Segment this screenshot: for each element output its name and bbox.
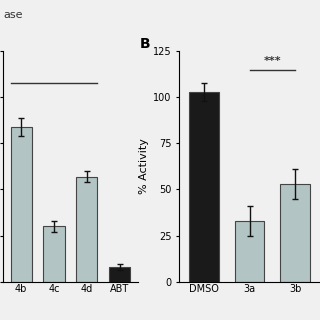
Bar (189, 92, 219, 282)
Bar (43, 226, 65, 282)
Text: B: B (140, 37, 150, 52)
Bar (280, 184, 310, 282)
Bar (76, 177, 98, 282)
Text: ase: ase (3, 10, 23, 20)
Text: ***: *** (263, 56, 281, 66)
Bar (11, 127, 32, 282)
Y-axis label: % Activity: % Activity (139, 139, 149, 194)
Bar (235, 221, 264, 282)
Bar (109, 267, 130, 282)
